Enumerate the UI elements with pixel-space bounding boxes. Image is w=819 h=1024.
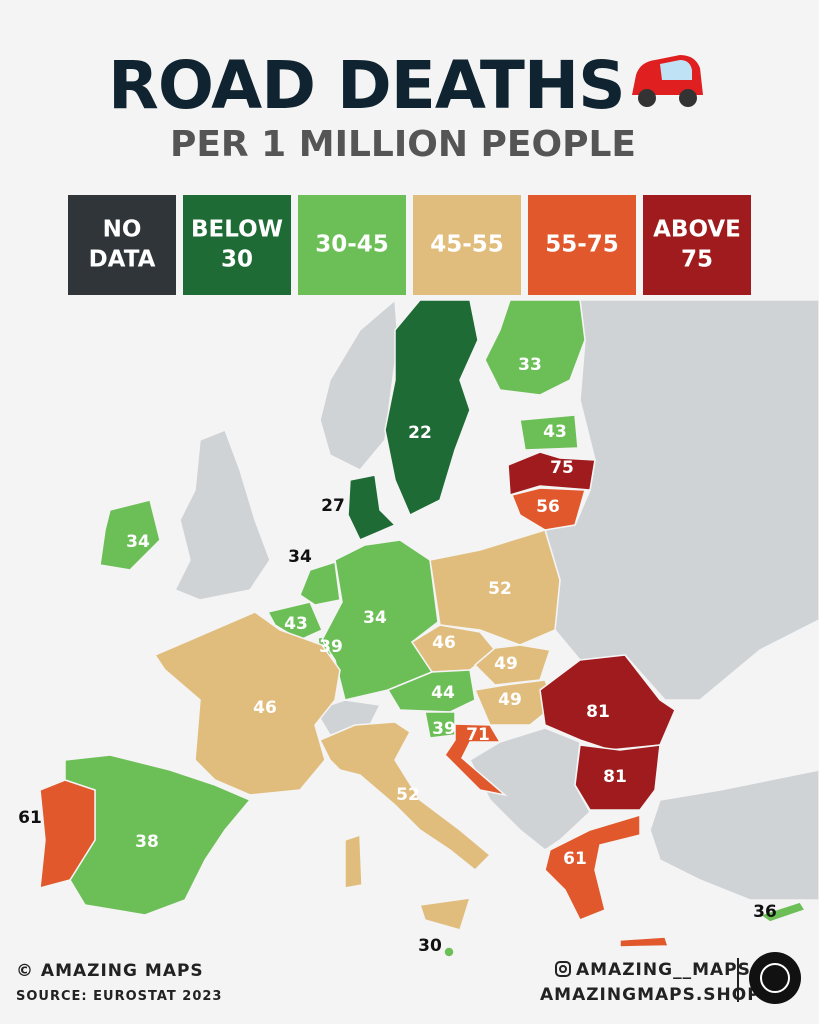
region bbox=[384, 299, 479, 517]
instagram-icon bbox=[555, 961, 571, 977]
region bbox=[266, 601, 323, 641]
region bbox=[484, 299, 586, 396]
region bbox=[473, 644, 551, 686]
legend-label: 75 bbox=[681, 247, 713, 273]
region-value: 81 bbox=[586, 702, 610, 722]
legend-swatch bbox=[643, 195, 751, 295]
regions bbox=[39, 299, 807, 958]
region-value: 34 bbox=[363, 608, 387, 628]
background-land bbox=[173, 298, 819, 901]
region bbox=[443, 946, 455, 958]
region-value: 56 bbox=[536, 497, 560, 517]
legend: NO DATA BELOW 30 30-45 45-55 55-75 ABOVE 75 bbox=[68, 195, 751, 295]
website: AMAZINGMAPS.SHOP bbox=[540, 985, 761, 1005]
region bbox=[444, 723, 508, 797]
region-value: 46 bbox=[253, 698, 277, 718]
logo-globe bbox=[760, 963, 790, 993]
region bbox=[318, 721, 492, 872]
region-value: 34 bbox=[126, 532, 150, 552]
region-value: 30 bbox=[418, 936, 442, 956]
region-value: 27 bbox=[321, 496, 345, 516]
legend-swatch bbox=[413, 195, 521, 295]
car-icon bbox=[632, 55, 703, 107]
region bbox=[99, 499, 161, 571]
region-value: 39 bbox=[432, 719, 456, 739]
region bbox=[419, 897, 472, 931]
region-value: 39 bbox=[319, 637, 343, 657]
logo bbox=[749, 952, 801, 1004]
legend-label: NO bbox=[103, 217, 142, 243]
legend-swatch bbox=[183, 195, 291, 295]
region bbox=[758, 901, 807, 923]
legend-label: 30 bbox=[221, 247, 253, 273]
region-value: 33 bbox=[518, 355, 542, 375]
region-value: 61 bbox=[18, 808, 42, 828]
source: SOURCE: EUROSTAT 2023 bbox=[16, 989, 222, 1004]
title: ROAD DEATHS bbox=[108, 47, 625, 124]
legend-label: 45-55 bbox=[430, 232, 504, 258]
legend-swatch bbox=[298, 195, 406, 295]
copyright: © AMAZING MAPS bbox=[16, 961, 204, 981]
legend-label: 30-45 bbox=[315, 232, 389, 258]
region-value: 75 bbox=[550, 458, 574, 478]
legend-swatch bbox=[68, 195, 176, 295]
region-value: 81 bbox=[603, 767, 627, 787]
region-value: 22 bbox=[408, 423, 432, 443]
region-value: 49 bbox=[498, 690, 522, 710]
region bbox=[619, 936, 670, 948]
region bbox=[574, 744, 661, 811]
instagram: AMAZING__MAPS bbox=[576, 960, 751, 980]
legend-label: BELOW bbox=[191, 217, 283, 243]
value-labels: 22 33 43 75 56 27 34 34 43 39 34 52 46 49 44 49 39 71 81 81… bbox=[18, 355, 777, 956]
region-value: 43 bbox=[284, 614, 308, 634]
region bbox=[299, 561, 341, 606]
region-value: 49 bbox=[494, 654, 518, 674]
region bbox=[347, 474, 397, 541]
instagram-icon-lens bbox=[559, 965, 567, 973]
region-value: 36 bbox=[753, 902, 777, 922]
region-value: 34 bbox=[288, 547, 312, 567]
region-value: 52 bbox=[488, 579, 512, 599]
legend-label: ABOVE bbox=[653, 217, 741, 243]
region-value: 44 bbox=[431, 683, 455, 703]
legend-label: DATA bbox=[89, 247, 156, 273]
region bbox=[510, 487, 586, 531]
region-value: 43 bbox=[543, 422, 567, 442]
region-value: 46 bbox=[432, 633, 456, 653]
region-value: 38 bbox=[135, 832, 159, 852]
legend-label: 55-75 bbox=[545, 232, 619, 258]
region-value: 71 bbox=[466, 725, 490, 745]
region bbox=[539, 654, 676, 751]
region bbox=[519, 414, 579, 451]
region bbox=[153, 611, 341, 796]
region-value: 61 bbox=[563, 849, 587, 869]
region-value: 52 bbox=[396, 785, 420, 805]
legend-swatch bbox=[528, 195, 636, 295]
region bbox=[386, 669, 476, 713]
subtitle: PER 1 MILLION PEOPLE bbox=[170, 124, 636, 165]
region bbox=[544, 813, 641, 921]
region bbox=[344, 833, 363, 889]
region bbox=[39, 779, 96, 890]
